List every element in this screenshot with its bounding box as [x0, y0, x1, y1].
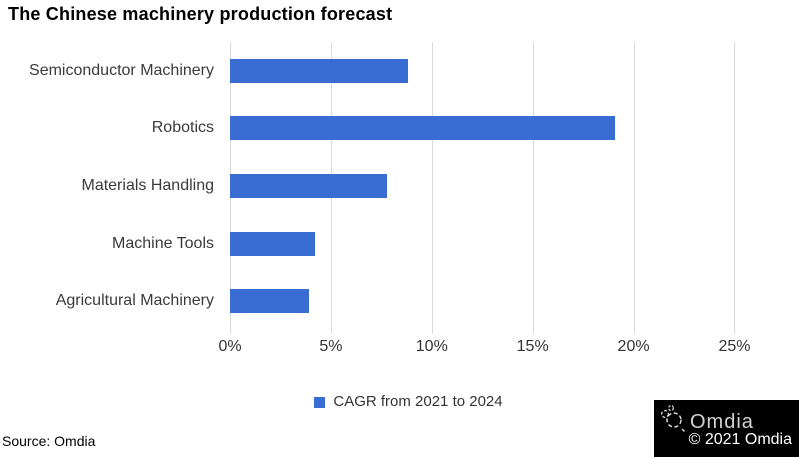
bar: [230, 231, 315, 256]
x-tick-label: 0%: [218, 338, 242, 355]
gridline: [532, 42, 534, 334]
gridline: [734, 42, 736, 334]
bar: [230, 116, 616, 141]
omdia-logo-icon: [658, 402, 686, 439]
brand-row: Omdia: [658, 402, 754, 439]
gridline: [633, 42, 635, 334]
bar-track: [230, 58, 795, 83]
bar-track: [230, 231, 795, 256]
brand-box: Omdia © 2021 Omdia: [654, 400, 799, 457]
bar: [230, 173, 388, 198]
category-label: Materials Handling: [81, 176, 214, 194]
bar-track: [230, 289, 795, 314]
chart-row: Materials Handling: [0, 157, 795, 215]
x-tick-label: 15%: [516, 338, 549, 355]
gridline: [431, 42, 433, 334]
brand-wordmark: Omdia: [690, 411, 754, 433]
x-axis: 0% 5% 10% 15% 20% 25%: [218, 330, 795, 360]
bar-track: [230, 116, 795, 141]
chart-row: Semiconductor Machinery: [0, 42, 795, 100]
chart-title: The Chinese machinery production forecas…: [8, 4, 393, 24]
x-tick-label: 20%: [617, 338, 650, 355]
legend: CAGR from 2021 to 2024: [9, 393, 799, 410]
legend-swatch-icon: [314, 396, 326, 408]
bar: [230, 58, 408, 83]
source-note: Source: Omdia: [2, 433, 96, 449]
x-tick-label: 10%: [415, 338, 448, 355]
category-label: Agricultural Machinery: [55, 292, 214, 310]
chart-rows: Semiconductor Machinery Robotics Materials…: [0, 42, 795, 330]
category-label: Machine Tools: [112, 234, 214, 252]
legend-label: CAGR from 2021 to 2024: [333, 393, 503, 410]
chart-row: Robotics: [0, 100, 795, 158]
chart-row: Machine Tools: [0, 215, 795, 273]
category-label: Semiconductor Machinery: [29, 61, 214, 79]
bar: [230, 289, 309, 314]
category-label: Robotics: [151, 119, 214, 137]
x-tick-label: 5%: [319, 338, 343, 355]
chart-row: Agricultural Machinery: [0, 272, 795, 330]
copyright-note: © 2021 Omdia: [688, 431, 792, 448]
x-tick-label: 25%: [718, 338, 751, 355]
bar-track: [230, 173, 795, 198]
bar-chart: Semiconductor Machinery Robotics Materials…: [0, 42, 795, 360]
